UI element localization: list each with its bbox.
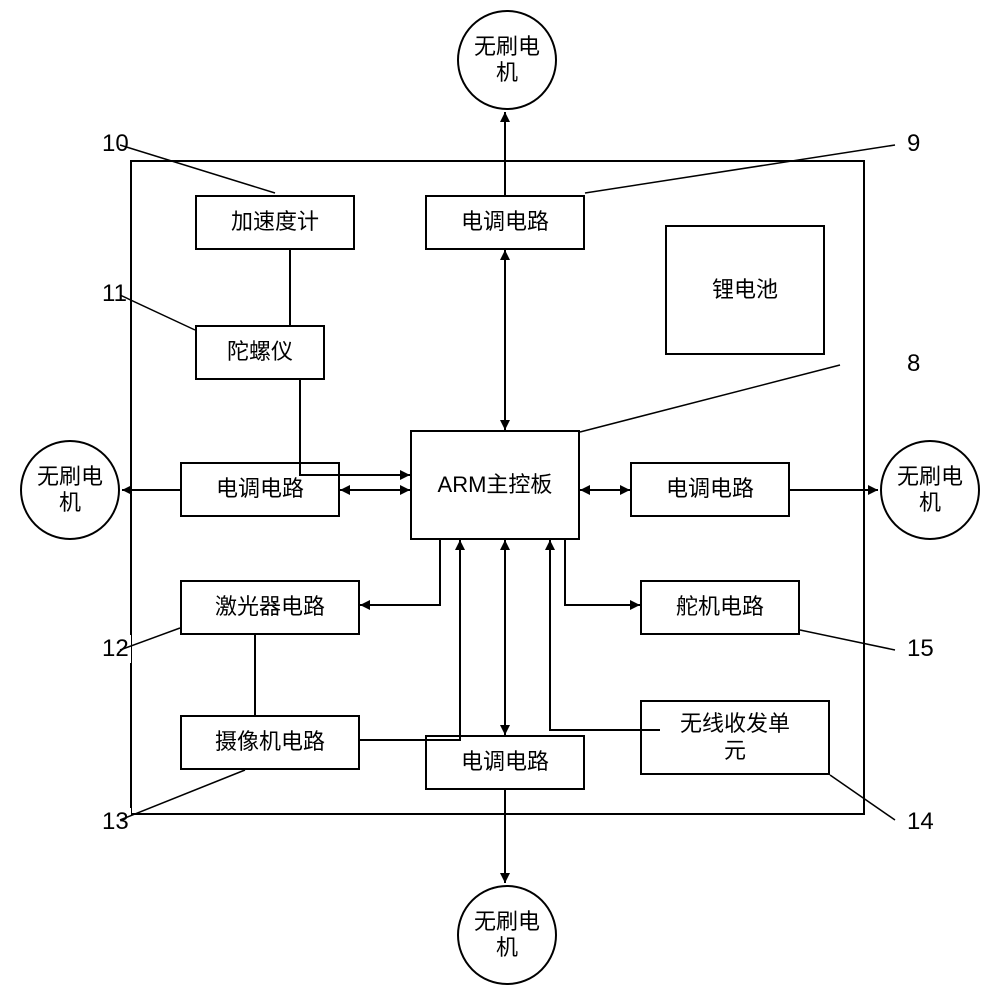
block-esc-right: 电调电路 <box>630 462 790 517</box>
esc-bottom-label: 电调电路 <box>461 749 549 775</box>
callout-15: 15 <box>905 635 936 663</box>
camera-label: 摄像机电路 <box>215 729 325 755</box>
block-servo: 舵机电路 <box>640 580 800 635</box>
callout-10: 10 <box>100 130 131 158</box>
block-camera: 摄像机电路 <box>180 715 360 770</box>
motor-left-label: 无刷电机 <box>37 464 103 517</box>
callout-9: 9 <box>905 130 922 158</box>
block-laser: 激光器电路 <box>180 580 360 635</box>
motor-right-label: 无刷电机 <box>897 464 963 517</box>
block-battery: 锂电池 <box>665 225 825 355</box>
callout-8: 8 <box>905 350 922 378</box>
motor-right: 无刷电机 <box>880 440 980 540</box>
block-accelerometer: 加速度计 <box>195 195 355 250</box>
battery-label: 锂电池 <box>712 277 778 303</box>
callout-11: 11 <box>100 280 129 308</box>
block-esc-left: 电调电路 <box>180 462 340 517</box>
esc-left-label: 电调电路 <box>216 476 304 502</box>
block-gyroscope: 陀螺仪 <box>195 325 325 380</box>
callout-13: 13 <box>100 808 131 836</box>
callout-12: 12 <box>100 635 131 663</box>
servo-label: 舵机电路 <box>676 594 764 620</box>
esc-right-label: 电调电路 <box>666 476 754 502</box>
accel-label: 加速度计 <box>231 209 319 235</box>
laser-label: 激光器电路 <box>215 594 325 620</box>
arm-label: ARM主控板 <box>438 472 553 498</box>
esc-top-label: 电调电路 <box>461 209 549 235</box>
motor-bottom-label: 无刷电机 <box>474 909 540 962</box>
block-wireless: 无线收发单元 <box>640 700 830 775</box>
block-esc-bottom: 电调电路 <box>425 735 585 790</box>
block-esc-top: 电调电路 <box>425 195 585 250</box>
motor-left: 无刷电机 <box>20 440 120 540</box>
motor-top: 无刷电机 <box>457 10 557 110</box>
motor-bottom: 无刷电机 <box>457 885 557 985</box>
wireless-label: 无线收发单元 <box>680 711 790 764</box>
callout-14: 14 <box>905 808 936 836</box>
motor-top-label: 无刷电机 <box>474 34 540 87</box>
block-arm: ARM主控板 <box>410 430 580 540</box>
gyro-label: 陀螺仪 <box>227 339 293 365</box>
